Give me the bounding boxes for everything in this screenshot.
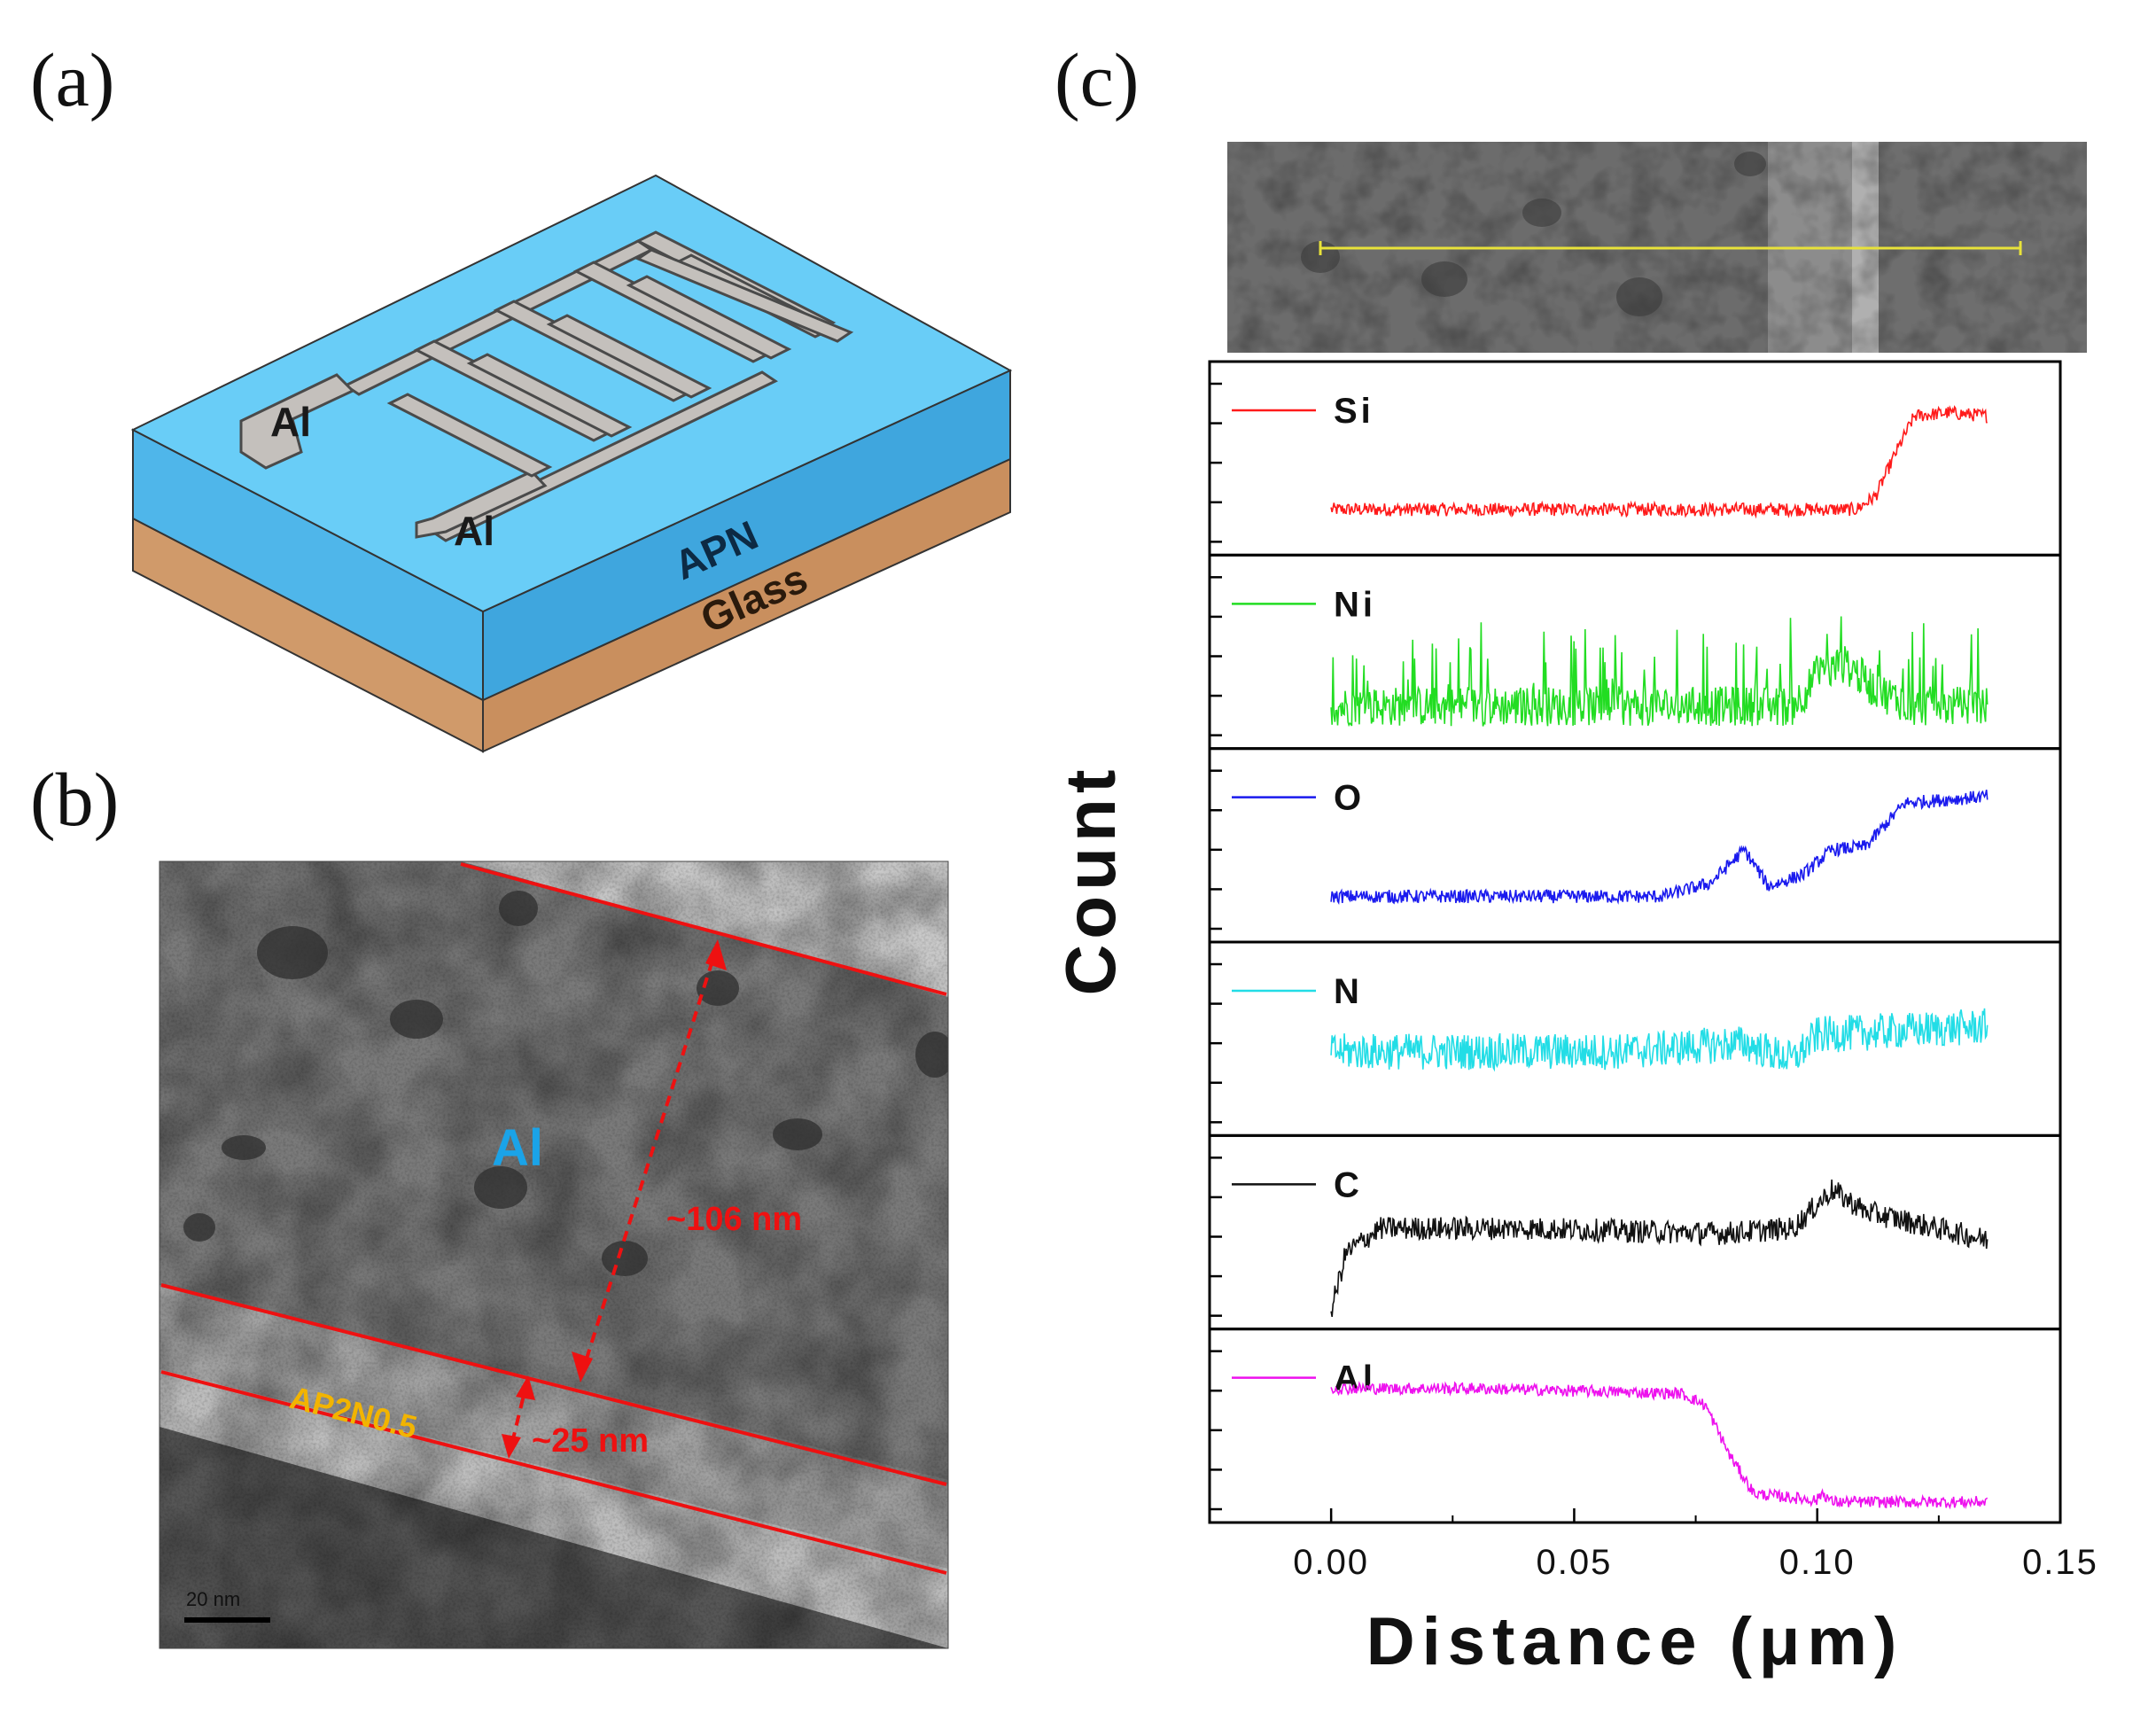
electrode-label-bottom: Al	[454, 508, 494, 554]
sem-strip	[1227, 142, 2087, 353]
tem-frame	[159, 861, 949, 1649]
legend-label-ni: Ni	[1334, 585, 1376, 624]
chart-panel-o	[1208, 747, 2062, 944]
scale-bar: 20 nm	[184, 1588, 270, 1623]
chart-panel-al	[1208, 1328, 2062, 1524]
electrode-label-top: Al	[270, 399, 311, 445]
panel-label-b: (b)	[30, 757, 120, 842]
film-top-face	[130, 174, 1013, 613]
legend-label-n: N	[1334, 972, 1363, 1011]
series-line-si	[1330, 405, 1988, 519]
tem-arrow-heads	[502, 939, 727, 1459]
x-tick-label: 0.05	[1536, 1543, 1612, 1582]
scale-bar-label: 20 nm	[186, 1588, 240, 1610]
tem-thickness-al-label: ~106 nm	[666, 1201, 802, 1238]
tem-thickness-film-label: ~25 nm	[532, 1422, 649, 1460]
series-line-o	[1330, 790, 1989, 906]
y-axis-label: Count	[1051, 764, 1130, 995]
x-tick-label: 0.15	[2022, 1543, 2098, 1582]
panel-label-c: (c)	[1055, 37, 1140, 122]
tem-image	[160, 861, 948, 1648]
legend-label-si: Si	[1334, 392, 1374, 431]
chart-panel-si	[1208, 360, 2062, 557]
x-tick-label: 0.00	[1293, 1543, 1369, 1582]
device-schematic: Al Al APN Glass	[130, 174, 1013, 753]
legend-label-o: O	[1334, 779, 1365, 818]
panel-label-a: (a)	[30, 37, 115, 122]
tem-al-region-label: Al	[492, 1119, 543, 1177]
interdigitated-electrodes	[239, 230, 854, 542]
series-line-ni	[1330, 616, 1989, 728]
series-line-c	[1330, 1180, 1989, 1318]
x-tick-label: 0.10	[1779, 1543, 1856, 1582]
tem-boundary-lines	[160, 862, 947, 1575]
series-line-al	[1330, 1380, 1989, 1510]
x-axis-label: Distance (μm)	[1366, 1604, 1904, 1679]
legend-label-c: C	[1334, 1165, 1363, 1204]
series-line-n	[1330, 1008, 1989, 1072]
